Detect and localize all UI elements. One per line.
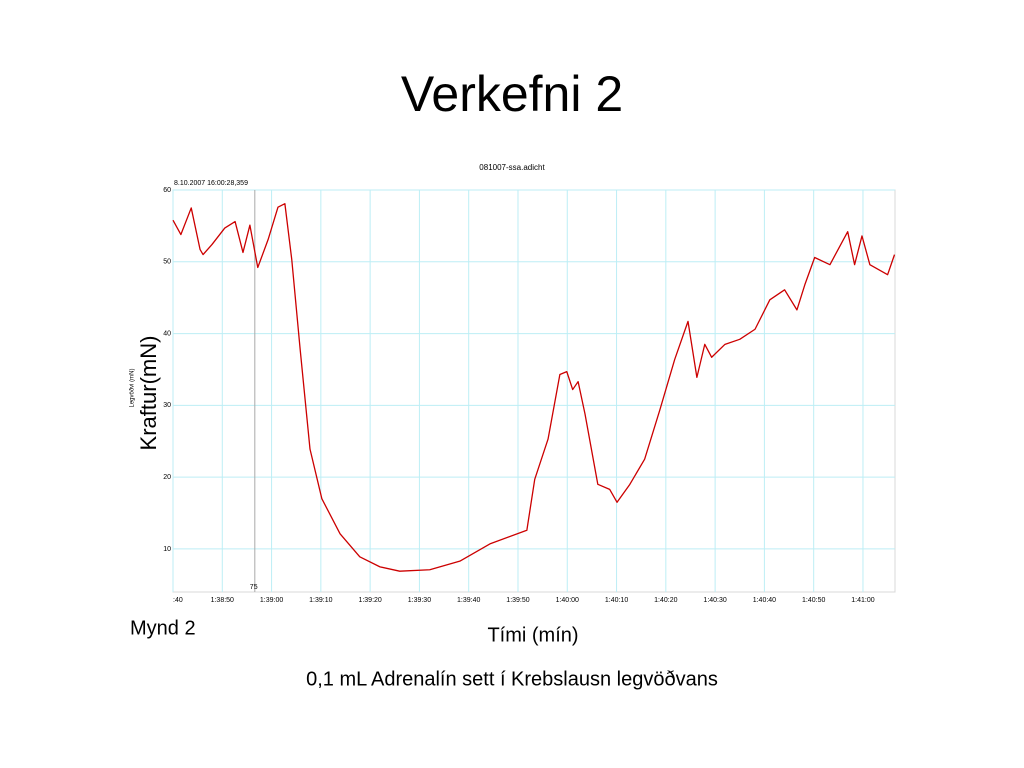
x-tick-label: 1:39:10 — [309, 597, 332, 604]
event-label: 75 — [250, 584, 258, 591]
x-tick-label: 1:39:40 — [457, 597, 480, 604]
data-line — [172, 202, 896, 572]
timestamp: 8.10.2007 16:00:28,359 — [174, 180, 248, 187]
x-tick-label: 1:39:50 — [506, 597, 529, 604]
x-tick-label: 1:41:00 — [851, 597, 874, 604]
x-tick-label: 1:39:30 — [408, 597, 431, 604]
chart-title: 081007-ssa.adicht — [479, 163, 545, 172]
y-tick-label: 10 — [163, 546, 171, 553]
x-tick-label: 1:40:30 — [703, 597, 726, 604]
y-axis-overlay-label: Kraftur(mN) — [136, 336, 161, 451]
y-tick-label: 40 — [163, 330, 171, 337]
x-axis-label: Tími (mín) — [487, 624, 578, 646]
slide-title: Verkefni 2 — [401, 66, 623, 122]
y-tick-label: 20 — [163, 474, 171, 481]
x-tick-label: 1:40:00 — [556, 597, 579, 604]
x-tick-label: 1:40:50 — [802, 597, 825, 604]
x-tick-label: 1:39:00 — [260, 597, 283, 604]
x-tick-label: 1:40:10 — [605, 597, 628, 604]
x-tick-label: :40 — [173, 597, 183, 604]
caption: 0,1 mL Adrenalín sett í Krebslausn legvö… — [306, 668, 718, 690]
y-tick-label: 30 — [163, 402, 171, 409]
x-tick-label: 1:39:20 — [358, 597, 381, 604]
y-tick-label: 60 — [163, 187, 171, 194]
figure-label: Mynd 2 — [130, 617, 196, 639]
x-tick-label: 1:38:50 — [211, 597, 234, 604]
y-tick-label: 50 — [163, 259, 171, 266]
x-tick-label: 1:40:20 — [654, 597, 677, 604]
y-axis-label: Legvöðvi (mN) — [129, 368, 136, 407]
x-tick-label: 1:40:40 — [753, 597, 776, 604]
plot-frame — [172, 189, 896, 593]
